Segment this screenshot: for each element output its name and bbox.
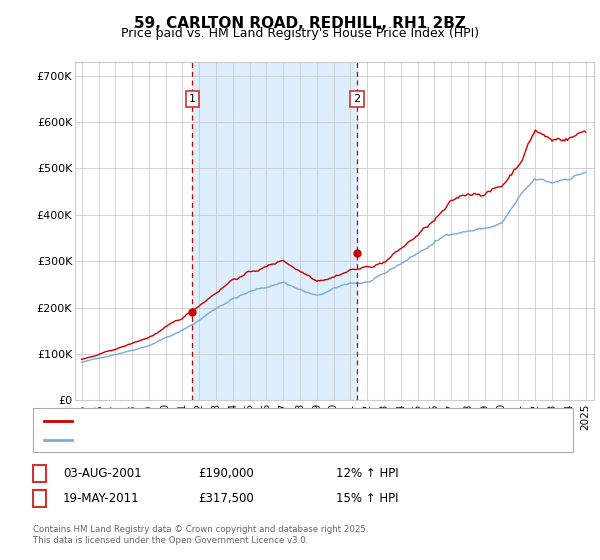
Bar xyxy=(192,62,357,400)
Text: 2: 2 xyxy=(353,94,361,104)
Text: 2: 2 xyxy=(36,493,43,503)
Text: 1: 1 xyxy=(189,94,196,104)
Text: 19-MAY-2011: 19-MAY-2011 xyxy=(63,492,140,505)
Text: 1: 1 xyxy=(36,468,43,478)
Text: 59, CARLTON ROAD, REDHILL, RH1 2BZ: 59, CARLTON ROAD, REDHILL, RH1 2BZ xyxy=(134,16,466,31)
Text: 15% ↑ HPI: 15% ↑ HPI xyxy=(336,492,398,505)
Text: £317,500: £317,500 xyxy=(198,492,254,505)
Text: 03-AUG-2001: 03-AUG-2001 xyxy=(63,466,142,480)
Text: 59, CARLTON ROAD, REDHILL, RH1 2BZ (semi-detached house): 59, CARLTON ROAD, REDHILL, RH1 2BZ (semi… xyxy=(78,416,423,426)
Text: £190,000: £190,000 xyxy=(198,466,254,480)
Text: HPI: Average price, semi-detached house, Reigate and Banstead: HPI: Average price, semi-detached house,… xyxy=(78,435,431,445)
Text: 12% ↑ HPI: 12% ↑ HPI xyxy=(336,466,398,480)
Text: Price paid vs. HM Land Registry's House Price Index (HPI): Price paid vs. HM Land Registry's House … xyxy=(121,27,479,40)
Text: Contains HM Land Registry data © Crown copyright and database right 2025.
This d: Contains HM Land Registry data © Crown c… xyxy=(33,525,368,545)
